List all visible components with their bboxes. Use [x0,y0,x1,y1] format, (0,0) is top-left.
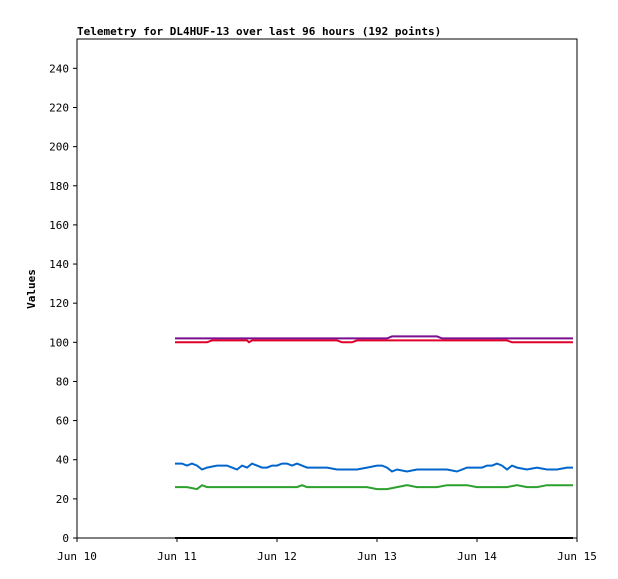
y-tick-label: 180 [49,180,69,193]
y-tick-label: 20 [56,493,69,506]
series-line-2 [175,462,573,473]
x-tick-label: Jun 11 [157,550,197,563]
y-tick-label: 120 [49,297,69,310]
y-tick-label: 140 [49,258,69,271]
y-axis-label: Values [25,269,38,309]
series-group [175,335,573,539]
plot-frame [76,38,578,539]
series-line-1 [175,339,573,344]
x-tick-label: Jun 13 [357,550,397,563]
series-line-3 [175,484,573,491]
x-tick-label: Jun 14 [457,550,497,563]
x-tick-label: Jun 12 [257,550,297,563]
series-line-0 [175,335,573,340]
y-tick-label: 0 [62,532,69,545]
x-axis: Jun 10 Jun 11 Jun 12 Jun 13 Jun 14 Jun 15 [57,538,597,563]
y-tick-label: 100 [49,336,69,349]
y-tick-label: 200 [49,141,69,154]
y-tick-label: 60 [56,415,69,428]
y-tick-label: 240 [49,62,69,75]
chart-title: Telemetry for DL4HUF-13 over last 96 hou… [77,25,441,38]
y-axis: 0 20 40 60 80 100 120 140 160 180 200 220 240 [49,62,77,545]
y-tick-label: 40 [56,454,69,467]
x-tick-label: Jun 10 [57,550,97,563]
y-tick-label: 220 [49,101,69,114]
x-tick-label: Jun 15 [557,550,597,563]
y-tick-label: 160 [49,219,69,232]
y-tick-label: 80 [56,375,69,388]
